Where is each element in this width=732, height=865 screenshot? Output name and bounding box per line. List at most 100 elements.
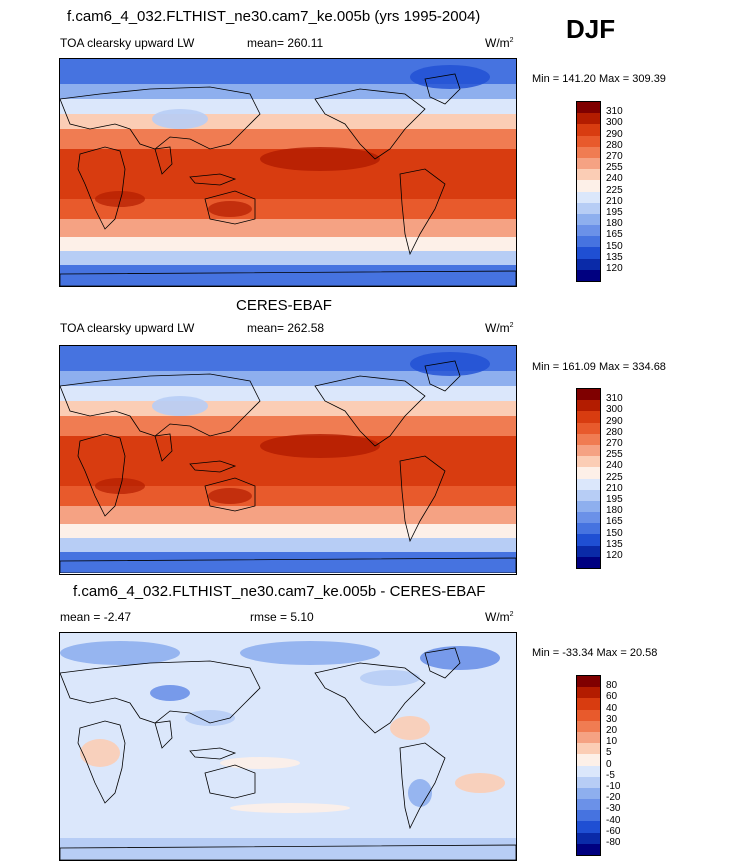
coastline	[60, 660, 261, 724]
coastline	[189, 460, 237, 473]
colorbar-segment	[577, 157, 600, 170]
panel-3-mean: mean = -2.47	[60, 610, 132, 624]
colorbar-segment	[577, 411, 600, 423]
colorbar-tick-label: 80	[606, 680, 618, 692]
coastline	[424, 73, 461, 105]
colorbar-segment	[577, 102, 600, 114]
panel-1-variable: TOA clearsky upward LW	[60, 36, 195, 50]
colorbar-tick-label: 5	[606, 747, 612, 759]
map-svg	[60, 346, 516, 573]
colorbar-segment	[577, 146, 600, 158]
map-svg	[60, 633, 516, 860]
colorbar-segment	[577, 135, 600, 147]
colorbar-tick-label: 300	[606, 404, 623, 416]
colorbar-tick-label: 290	[606, 415, 623, 427]
colorbar-segment	[577, 787, 600, 800]
colorbar-tick-label: 310	[606, 393, 623, 405]
coastline	[154, 720, 173, 749]
colorbar-segment	[577, 731, 600, 744]
colorbar-tick-label: -60	[606, 825, 621, 837]
colorbar-segment	[577, 556, 600, 568]
colorbar-segment	[577, 213, 600, 226]
panel-1-minmax: Min = 141.20 Max = 309.39	[532, 73, 666, 85]
colorbar-segment	[577, 500, 600, 513]
panel-3-map	[59, 632, 517, 861]
colorbar-tick-label: 135	[606, 251, 623, 263]
colorbar-tick-label: 180	[606, 218, 623, 230]
colorbar-tick-label: 165	[606, 229, 623, 241]
coastline	[314, 88, 426, 160]
colorbar-segment	[577, 676, 600, 688]
colorbar-tick-label: -40	[606, 814, 621, 826]
colorbar-tick-label: 20	[606, 725, 618, 736]
panel-1-map	[59, 58, 517, 287]
colorbar-segment	[577, 258, 600, 270]
colorbar-tick-label: 180	[606, 505, 623, 517]
colorbar-segment	[577, 269, 600, 281]
colorbar-tick-label: -20	[606, 792, 621, 804]
coastline	[204, 477, 256, 512]
colorbar-tick-label: 10	[606, 736, 618, 748]
colorbar-tick-label: 195	[606, 494, 623, 505]
colorbar-segment	[577, 225, 600, 237]
coastline	[60, 557, 516, 573]
colorbar-segment	[577, 433, 600, 445]
colorbar-segment	[577, 843, 600, 855]
coastline	[60, 373, 261, 437]
panel-2-minmax: Min = 161.09 Max = 334.68	[532, 361, 666, 373]
colorbar-tick-label: -30	[606, 803, 621, 815]
colorbar-tick-label: 290	[606, 128, 623, 140]
coastline	[424, 360, 461, 392]
colorbar-tick-label: 135	[606, 538, 623, 550]
coastline	[204, 190, 256, 225]
coastline	[189, 173, 237, 186]
colorbar-tick-label: 280	[606, 139, 623, 151]
panel-3-title: f.cam6_4_032.FLTHIST_ne30.cam7_ke.005b -…	[73, 583, 486, 600]
colorbar-tick-label: -80	[606, 837, 621, 848]
colorbar-tick-label: 40	[606, 702, 618, 714]
coastline	[154, 433, 173, 462]
panel-2-map	[59, 345, 517, 575]
colorbar-segment	[577, 389, 600, 401]
coastline	[154, 146, 173, 175]
colorbar-tick-label: 60	[606, 691, 618, 703]
colorbar-tick-label: 165	[606, 516, 623, 528]
colorbar-segment	[577, 534, 600, 546]
panel-3-colorbar	[576, 675, 601, 856]
colorbar-segment	[577, 444, 600, 457]
season-label: DJF	[566, 14, 616, 44]
coastline	[314, 662, 426, 734]
panel-1-title: f.cam6_4_032.FLTHIST_ne30.cam7_ke.005b (…	[67, 8, 481, 25]
colorbar-segment	[577, 180, 600, 192]
coastline	[399, 742, 446, 830]
coastline	[77, 720, 126, 804]
colorbar-segment	[577, 124, 600, 136]
colorbar-segment	[577, 821, 600, 833]
colorbar-segment	[577, 709, 600, 721]
panel-3-units: W/m2	[485, 610, 514, 624]
colorbar-segment	[577, 698, 600, 710]
colorbar-tick-label: 270	[606, 151, 623, 162]
colorbar-tick-label: 210	[606, 195, 623, 207]
colorbar-tick-label: 30	[606, 713, 618, 725]
colorbar-tick-label: 120	[606, 263, 623, 274]
colorbar-segment	[577, 467, 600, 479]
colorbar-segment	[577, 489, 600, 501]
panel-2-mean: mean= 262.58	[247, 321, 325, 335]
colorbar-segment	[577, 247, 600, 259]
panel-3-rmse: rmse = 5.10	[250, 610, 314, 624]
coastline	[399, 455, 446, 543]
colorbar-tick-label: 0	[606, 758, 612, 770]
colorbar-segment	[577, 810, 600, 822]
coastline	[399, 168, 446, 256]
colorbar-segment	[577, 720, 600, 732]
colorbar-segment	[577, 765, 600, 777]
colorbar-tick-label: 310	[606, 106, 623, 118]
panel-2-variable: TOA clearsky upward LW	[60, 321, 195, 335]
colorbar-tick-label: 225	[606, 471, 623, 483]
map-svg	[60, 59, 516, 286]
panel-2-units: W/m2	[485, 321, 514, 335]
colorbar-tick-label: 150	[606, 240, 623, 252]
panel-2-colorbar	[576, 388, 601, 569]
colorbar-segment	[577, 832, 600, 844]
